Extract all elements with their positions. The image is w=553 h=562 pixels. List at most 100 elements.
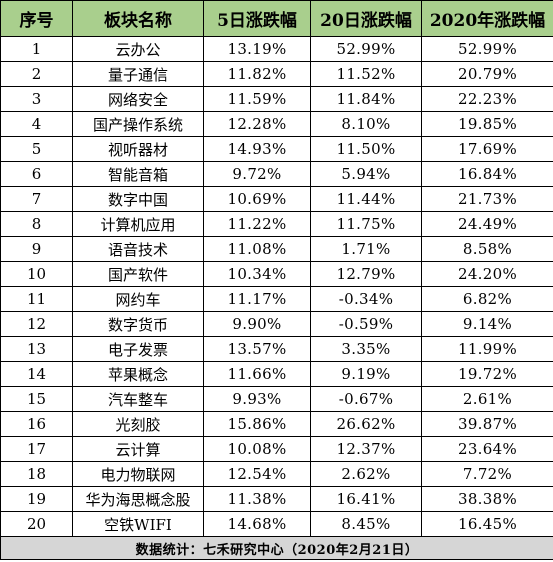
- cell-sector-name: 计算机应用: [72, 211, 204, 237]
- cell-index: 10: [0, 261, 73, 287]
- cell-2020-change: 39.87%: [421, 411, 553, 437]
- cell-20day-change: 52.99%: [310, 36, 422, 62]
- cell-sector-name: 电子发票: [72, 336, 204, 362]
- cell-5day-change: 11.17%: [203, 286, 311, 312]
- cell-index: 11: [0, 286, 73, 312]
- cell-5day-change: 9.93%: [203, 386, 311, 412]
- table-row: 17 云计算 10.08% 12.37% 23.64%: [0, 436, 553, 462]
- cell-index: 14: [0, 361, 73, 387]
- cell-index: 13: [0, 336, 73, 362]
- cell-20day-change: 9.19%: [310, 361, 422, 387]
- cell-2020-change: 16.45%: [421, 511, 553, 537]
- cell-sector-name: 云办公: [72, 36, 204, 62]
- cell-sector-name: 汽车整车: [72, 386, 204, 412]
- cell-20day-change: 1.71%: [310, 236, 422, 262]
- cell-2020-change: 22.23%: [421, 86, 553, 112]
- cell-2020-change: 38.38%: [421, 486, 553, 512]
- cell-20day-change: 11.52%: [310, 61, 422, 87]
- header-index: 序号: [0, 0, 73, 37]
- cell-sector-name: 量子通信: [72, 61, 204, 87]
- header-5day-change: 5日涨跌幅: [203, 0, 311, 37]
- cell-5day-change: 11.66%: [203, 361, 311, 387]
- cell-5day-change: 15.86%: [203, 411, 311, 437]
- cell-index: 2: [0, 61, 73, 87]
- cell-20day-change: 12.37%: [310, 436, 422, 462]
- cell-2020-change: 52.99%: [421, 36, 553, 62]
- cell-5day-change: 11.22%: [203, 211, 311, 237]
- cell-2020-change: 24.49%: [421, 211, 553, 237]
- cell-2020-change: 24.20%: [421, 261, 553, 287]
- cell-sector-name: 智能音箱: [72, 161, 204, 187]
- table-row: 19 华为海思概念股 11.38% 16.41% 38.38%: [0, 486, 553, 512]
- cell-index: 1: [0, 36, 73, 62]
- cell-index: 9: [0, 236, 73, 262]
- table-row: 5 视听器材 14.93% 11.50% 17.69%: [0, 136, 553, 162]
- cell-2020-change: 23.64%: [421, 436, 553, 462]
- cell-5day-change: 9.90%: [203, 311, 311, 337]
- table-row: 2 量子通信 11.82% 11.52% 20.79%: [0, 61, 553, 87]
- cell-sector-name: 空铁WIFI: [72, 511, 204, 537]
- cell-2020-change: 19.85%: [421, 111, 553, 137]
- cell-2020-change: 7.72%: [421, 461, 553, 487]
- table-row: 10 国产软件 10.34% 12.79% 24.20%: [0, 261, 553, 287]
- cell-5day-change: 10.69%: [203, 186, 311, 212]
- table-row: 9 语音技术 11.08% 1.71% 8.58%: [0, 236, 553, 262]
- cell-index: 17: [0, 436, 73, 462]
- cell-2020-change: 9.14%: [421, 311, 553, 337]
- cell-2020-change: 16.84%: [421, 161, 553, 187]
- cell-20day-change: 12.79%: [310, 261, 422, 287]
- cell-5day-change: 12.28%: [203, 111, 311, 137]
- cell-index: 16: [0, 411, 73, 437]
- cell-sector-name: 华为海思概念股: [72, 486, 204, 512]
- cell-5day-change: 11.08%: [203, 236, 311, 262]
- cell-20day-change: 11.75%: [310, 211, 422, 237]
- table-body: 1 云办公 13.19% 52.99% 52.99% 2 量子通信 11.82% 11.52% 2…: [0, 36, 553, 537]
- cell-sector-name: 视听器材: [72, 136, 204, 162]
- table-row: 12 数字货币 9.90% -0.59% 9.14%: [0, 311, 553, 337]
- cell-index: 18: [0, 461, 73, 487]
- cell-20day-change: 8.10%: [310, 111, 422, 137]
- table-row: 3 网络安全 11.59% 11.84% 22.23%: [0, 86, 553, 112]
- table-row: 4 国产操作系统 12.28% 8.10% 19.85%: [0, 111, 553, 137]
- cell-5day-change: 14.68%: [203, 511, 311, 537]
- header-row: 序号 板块名称 5日涨跌幅 20日涨跌幅 2020年涨跌幅: [0, 0, 553, 37]
- cell-20day-change: 5.94%: [310, 161, 422, 187]
- cell-2020-change: 21.73%: [421, 186, 553, 212]
- header-2020-change: 2020年涨跌幅: [421, 0, 553, 37]
- cell-20day-change: 2.62%: [310, 461, 422, 487]
- cell-5day-change: 11.59%: [203, 86, 311, 112]
- cell-5day-change: 11.82%: [203, 61, 311, 87]
- cell-sector-name: 数字货币: [72, 311, 204, 337]
- table-row: 13 电子发票 13.57% 3.35% 11.99%: [0, 336, 553, 362]
- table-row: 7 数字中国 10.69% 11.44% 21.73%: [0, 186, 553, 212]
- cell-sector-name: 电力物联网: [72, 461, 204, 487]
- cell-5day-change: 11.38%: [203, 486, 311, 512]
- table-row: 16 光刻胶 15.86% 26.62% 39.87%: [0, 411, 553, 437]
- cell-5day-change: 10.08%: [203, 436, 311, 462]
- data-source-note: 数据统计：七禾研究中心（2020年2月21日）: [0, 536, 553, 560]
- cell-2020-change: 19.72%: [421, 361, 553, 387]
- table-row: 14 苹果概念 11.66% 9.19% 19.72%: [0, 361, 553, 387]
- table-row: 20 空铁WIFI 14.68% 8.45% 16.45%: [0, 511, 553, 537]
- cell-20day-change: -0.59%: [310, 311, 422, 337]
- table-row: 11 网约车 11.17% -0.34% 6.82%: [0, 286, 553, 312]
- cell-5day-change: 12.54%: [203, 461, 311, 487]
- cell-index: 15: [0, 386, 73, 412]
- cell-20day-change: 11.50%: [310, 136, 422, 162]
- cell-2020-change: 6.82%: [421, 286, 553, 312]
- table-row: 1 云办公 13.19% 52.99% 52.99%: [0, 36, 553, 62]
- cell-2020-change: 17.69%: [421, 136, 553, 162]
- cell-sector-name: 网约车: [72, 286, 204, 312]
- table-row: 6 智能音箱 9.72% 5.94% 16.84%: [0, 161, 553, 187]
- cell-20day-change: -0.34%: [310, 286, 422, 312]
- cell-20day-change: 3.35%: [310, 336, 422, 362]
- cell-5day-change: 13.57%: [203, 336, 311, 362]
- cell-2020-change: 11.99%: [421, 336, 553, 362]
- cell-sector-name: 光刻胶: [72, 411, 204, 437]
- cell-sector-name: 国产软件: [72, 261, 204, 287]
- table-row: 8 计算机应用 11.22% 11.75% 24.49%: [0, 211, 553, 237]
- cell-5day-change: 10.34%: [203, 261, 311, 287]
- cell-index: 6: [0, 161, 73, 187]
- cell-index: 20: [0, 511, 73, 537]
